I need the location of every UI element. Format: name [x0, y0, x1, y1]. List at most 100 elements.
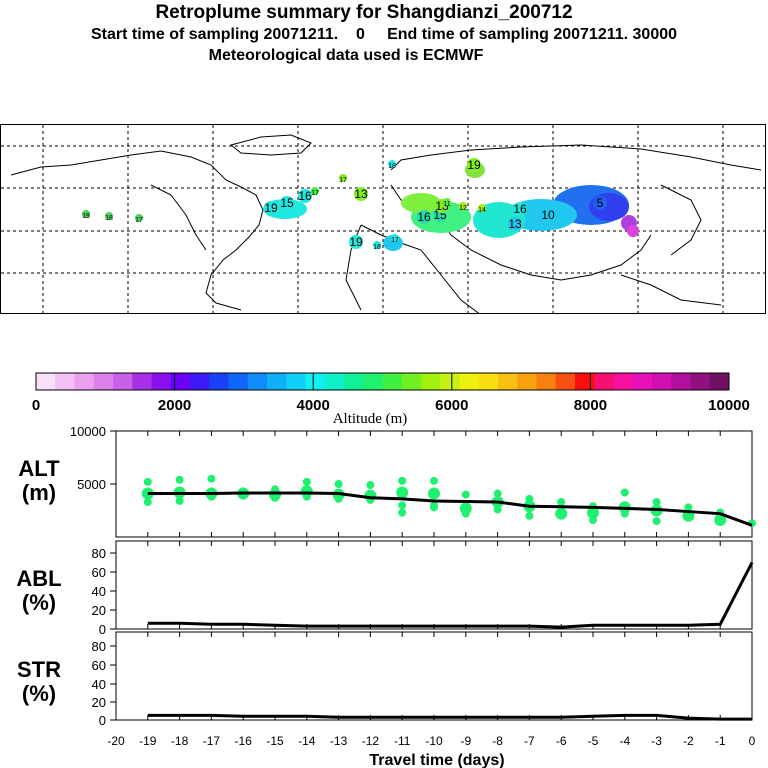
panel-ylabel: ABL — [16, 566, 61, 591]
xtick-label: -6 — [556, 734, 567, 748]
ytick-label: 0 — [99, 713, 106, 728]
alt-point — [461, 490, 470, 499]
alt-point — [493, 505, 502, 514]
colorbar-tick-label: 6000 — [435, 397, 468, 414]
colorbar-cell — [517, 373, 537, 390]
alt-point — [239, 487, 248, 496]
colorbar-cell — [113, 373, 133, 390]
xaxis-label: Travel time (days) — [369, 752, 504, 768]
alt-point — [589, 516, 597, 525]
panels: 100005000ALT(m)806040200ABL(%)806040200S… — [16, 424, 756, 768]
colorbar-cell — [190, 373, 210, 390]
colorbar-tick-label: 4000 — [297, 397, 330, 414]
colorbar-cell — [74, 373, 95, 390]
alt-point — [237, 487, 250, 500]
alt-point — [302, 492, 311, 501]
alt-point — [620, 509, 629, 518]
ytick-label: 0 — [99, 622, 106, 637]
alt-point — [271, 493, 279, 502]
colorbar-cell — [209, 373, 229, 390]
colorbar-cell — [132, 373, 152, 390]
xtick-label: -13 — [330, 734, 348, 748]
alt-point — [334, 494, 343, 503]
xtick-label: -8 — [492, 734, 503, 748]
alt-point — [652, 498, 661, 507]
colorbar-cell — [305, 373, 326, 390]
alt-point — [459, 502, 472, 515]
ytick-label: 40 — [92, 677, 106, 692]
colorbar-cell — [555, 373, 576, 390]
panel-ylabel: (%) — [22, 681, 56, 706]
alt-point — [428, 487, 440, 500]
xtick-label: -1 — [715, 734, 726, 748]
alt-point — [618, 501, 631, 514]
xtick-label: 0 — [749, 734, 756, 748]
xtick-label: -14 — [298, 734, 316, 748]
xtick-label: -2 — [683, 734, 694, 748]
alt-point — [461, 509, 470, 518]
alt-point — [239, 491, 248, 500]
colorbar-cell — [401, 373, 422, 390]
alt-point — [269, 488, 281, 501]
xtick-label: -17 — [203, 734, 221, 748]
colorbar-cell — [344, 373, 364, 390]
xtick-label: -15 — [266, 734, 284, 748]
panel-frame-str — [115, 631, 753, 721]
alt-point — [366, 481, 375, 490]
alt-point — [175, 496, 184, 505]
xtick-label: -19 — [139, 734, 157, 748]
xtick-label: -11 — [394, 734, 411, 748]
xtick-label: -12 — [362, 734, 380, 748]
panel-ylabel: ALT — [18, 456, 60, 481]
panel-frame-abl — [115, 540, 753, 630]
alt-point — [652, 517, 661, 526]
colorbar-cell — [652, 373, 672, 390]
alt-point — [205, 487, 218, 500]
colorbar-tick-label: 8000 — [574, 397, 607, 414]
alt-point — [398, 501, 407, 510]
colorbar-cell — [709, 373, 730, 390]
colorbar-cell — [632, 373, 653, 390]
ytick-label: 20 — [92, 603, 106, 618]
xtick-label: -16 — [235, 734, 253, 748]
colorbar-cell — [498, 373, 518, 390]
xtick-label: -9 — [460, 734, 471, 748]
met-data-line: Meteorological data used is ECMWF — [208, 47, 484, 64]
colorbar-cell — [363, 373, 383, 390]
colorbar-cell — [613, 373, 634, 390]
colorbar-cell — [267, 373, 287, 390]
alt-point — [332, 488, 345, 501]
xtick-label: -5 — [588, 734, 599, 748]
alt-point — [589, 502, 597, 511]
chart-title: Retroplume summary for Shangdianzi_20071… — [155, 2, 573, 23]
alt-point — [430, 501, 438, 510]
alt-point — [364, 489, 377, 502]
alt-point — [207, 474, 216, 483]
colorbar-cell — [478, 373, 499, 390]
alt-point — [334, 480, 343, 488]
alt-point — [300, 485, 313, 498]
alt-point — [682, 509, 695, 522]
str-line — [147, 713, 752, 721]
alt-point — [714, 514, 727, 527]
colorbar-cell — [440, 373, 460, 390]
panel-ylabel: STR — [17, 657, 61, 682]
map-grid — [1, 125, 765, 313]
colorbar-cell — [382, 373, 403, 390]
alt-point — [143, 498, 152, 507]
panel-frame-alt — [115, 430, 753, 538]
xtick-label: -3 — [651, 734, 662, 748]
alt-point — [491, 496, 504, 509]
colorbar-svg: 0 2000 4000 6000 8000 10000 Altitude (m) — [32, 372, 750, 427]
xtick-label: -4 — [619, 734, 630, 748]
colorbar-cell — [170, 373, 191, 390]
alt-point — [398, 476, 407, 485]
alt-point — [430, 503, 438, 512]
alt-point — [716, 508, 725, 517]
ytick-label: 80 — [92, 546, 106, 561]
colorbar-tick-label: 2000 — [158, 397, 191, 414]
colorbar-cell — [286, 373, 306, 390]
colorbar-cell — [324, 373, 345, 390]
alt-point — [430, 476, 438, 485]
panel-ylabel: (m) — [22, 480, 56, 505]
